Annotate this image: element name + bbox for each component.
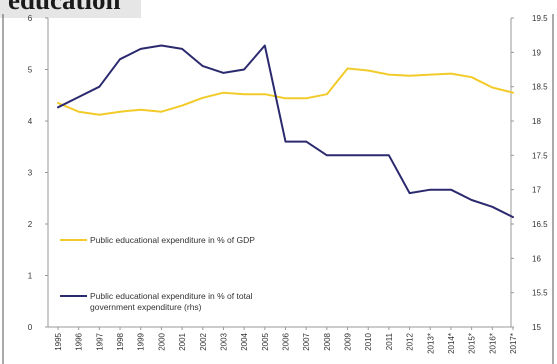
y-right-tick-label: 19 [532,48,541,57]
y-right-tick-label: 15 [532,323,541,332]
y-right-tick-label: 19.5 [532,14,548,23]
y-left-tick-label: 1 [28,272,33,281]
y-right-tick-label: 15.5 [532,289,548,298]
x-tick-label: 1995 [54,332,63,350]
series-line-gdp-share [57,67,514,116]
legend-label-gov-expenditure-share: government expenditure (rhs) [90,302,202,312]
y-left-tick-label: 6 [28,14,33,23]
x-tick-label: 2000 [157,332,166,350]
y-right-tick-label: 18 [532,117,541,126]
x-tick-label: 1997 [95,332,104,350]
x-tick-label: 1996 [75,332,84,350]
x-tick-label: 2017* [509,333,518,354]
x-tick-label: 2015* [468,333,477,354]
x-tick-label: 2016* [488,333,497,354]
y-right-tick-label: 17.5 [532,151,548,160]
legend-label-gdp-share: Public educational expenditure in % of G… [90,235,255,245]
legend-label-gov-expenditure-share: Public educational expenditure in % of t… [90,291,253,301]
x-tick-label: 2005 [261,332,270,350]
y-right-tick-label: 17 [532,186,541,195]
x-tick-label: 2006 [282,332,291,350]
y-left-tick-label: 4 [28,117,33,126]
y-right-tick-label: 16.5 [532,220,548,229]
x-tick-label: 2010 [364,332,373,350]
x-tick-label: 2009 [344,332,353,350]
x-tick-label: 2014* [447,333,456,354]
x-tick-label: 2003 [219,332,228,350]
x-tick-label: 2004 [240,332,249,350]
x-tick-label: 2007 [302,332,311,350]
series-line-gov-expenditure-share [57,44,514,219]
chart-title: education [0,0,141,18]
x-tick-label: 2013* [426,333,435,354]
x-tick-label: 1998 [116,332,125,350]
y-right-tick-label: 18.5 [532,83,548,92]
y-left-tick-label: 0 [28,323,33,332]
y-left-tick-label: 2 [28,220,33,229]
x-tick-label: 2008 [323,332,332,350]
y-right-tick-label: 16 [532,254,541,263]
x-tick-label: 2002 [199,332,208,350]
y-left-tick-label: 5 [28,66,33,75]
y-left-tick-label: 3 [28,169,33,178]
x-tick-label: 2011 [385,332,394,350]
x-tick-label: 2012 [406,332,415,350]
x-tick-label: 1999 [137,332,146,350]
x-tick-label: 2001 [178,332,187,350]
